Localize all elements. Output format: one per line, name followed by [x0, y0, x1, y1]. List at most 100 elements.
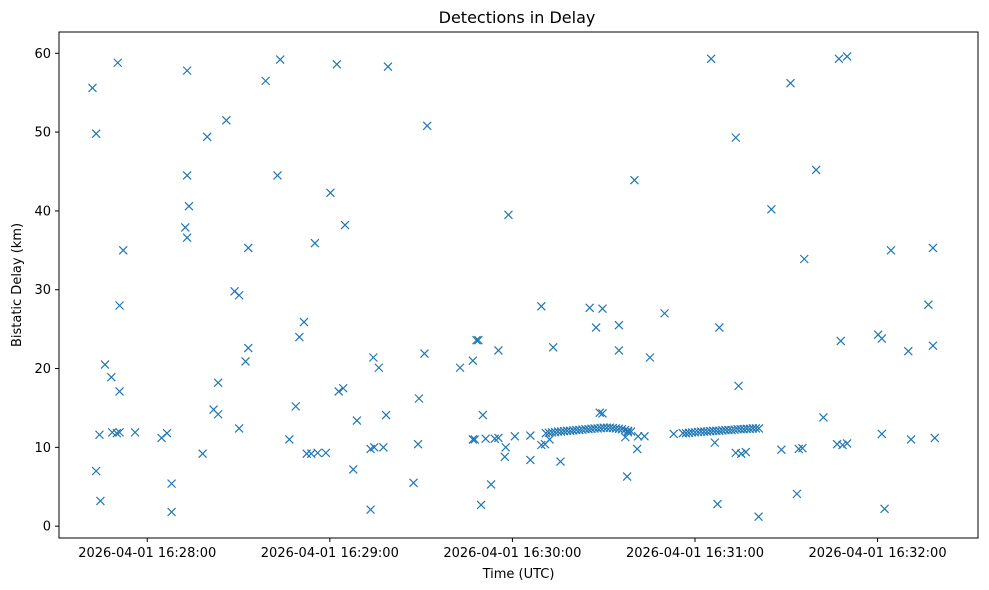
data-point-marker — [95, 430, 104, 440]
data-point-marker — [182, 171, 192, 180]
data-point-marker — [536, 301, 546, 311]
data-point-marker — [877, 429, 887, 439]
data-point-marker — [275, 55, 285, 65]
data-point-marker — [626, 427, 636, 437]
y-tick-label: 20 — [34, 362, 51, 377]
data-point-marker — [754, 512, 764, 522]
data-point-marker — [834, 54, 844, 64]
plot-area-frame — [58, 31, 979, 539]
data-point-marker — [184, 201, 194, 211]
data-point-marker — [504, 210, 513, 220]
data-point-marker — [640, 431, 649, 441]
data-point-marker — [284, 435, 294, 444]
data-point-marker — [182, 66, 192, 76]
data-point-marker — [321, 448, 331, 458]
data-point-marker — [348, 465, 358, 474]
x-tick-label: 2026-04-01 16:30:00 — [443, 546, 581, 561]
data-point-marker — [366, 505, 376, 515]
data-point-marker — [167, 507, 177, 517]
data-point-marker — [585, 303, 595, 313]
data-point-marker — [213, 409, 223, 419]
data-point-marker — [741, 447, 751, 457]
x-tick-label: 2026-04-01 16:31:00 — [626, 546, 764, 561]
y-tick-label: 40 — [34, 204, 51, 219]
data-point-marker — [706, 54, 716, 64]
data-point-marker — [836, 336, 846, 346]
data-point-marker — [468, 435, 478, 444]
data-point-marker — [180, 223, 190, 232]
data-point-marker — [202, 132, 212, 142]
data-point-marker — [669, 429, 679, 439]
data-point-marker — [713, 499, 722, 509]
data-point-marker — [294, 332, 304, 342]
data-point-marker — [91, 466, 101, 476]
x-tick-label: 2026-04-01 16:29:00 — [261, 546, 399, 561]
data-point-marker — [476, 500, 486, 510]
data-point-marker — [368, 353, 378, 362]
data-point-marker — [632, 444, 642, 454]
y-tick-label: 50 — [34, 126, 51, 141]
data-point-marker — [510, 431, 520, 441]
data-point-marker — [113, 58, 123, 68]
data-point-marker — [598, 304, 607, 314]
data-point-marker — [234, 290, 244, 300]
data-point-marker — [792, 489, 802, 499]
data-point-marker — [340, 220, 350, 230]
data-point-marker — [332, 59, 342, 69]
data-point-marker — [766, 204, 776, 214]
y-tick-label: 30 — [34, 283, 51, 298]
data-point-marker — [118, 245, 128, 255]
data-point-marker — [776, 445, 786, 455]
data-point-marker — [501, 442, 511, 452]
y-tick-label: 60 — [34, 47, 51, 62]
y-axis-label: Bistatic Delay (km) — [10, 223, 25, 347]
data-point-marker — [754, 424, 764, 433]
data-point-marker — [162, 428, 172, 438]
data-point-marker — [167, 479, 177, 489]
data-point-marker — [221, 115, 231, 125]
data-point-marker — [414, 394, 424, 403]
data-point-marker — [234, 424, 244, 433]
data-point-marker — [100, 360, 110, 370]
data-point-marker — [478, 410, 488, 420]
data-point-marker — [614, 320, 624, 330]
data-point-marker — [455, 363, 465, 373]
data-point-marker — [299, 317, 309, 327]
x-axis-label: Time (UTC) — [482, 567, 555, 582]
data-point-marker — [751, 424, 761, 433]
data-point-marker — [786, 78, 795, 88]
data-point-marker — [714, 323, 724, 332]
data-point-marker — [88, 83, 97, 93]
data-point-marker — [923, 300, 933, 310]
data-points — [88, 52, 940, 522]
data-point-marker — [106, 372, 116, 382]
data-point-marker — [472, 335, 481, 345]
data-point-marker — [493, 433, 503, 443]
data-point-marker — [374, 363, 384, 373]
data-point-marker — [383, 62, 393, 72]
x-tick-label: 2026-04-01 16:32:00 — [809, 546, 947, 561]
data-point-marker — [622, 472, 632, 481]
data-point-marker — [413, 439, 423, 449]
data-point-marker — [326, 188, 335, 198]
data-point-marker — [731, 133, 741, 143]
axis-ticks: 2026-04-01 16:28:00 2026-04-01 16:29:00 20… — [34, 47, 946, 561]
data-point-marker — [291, 401, 301, 411]
data-point-marker — [645, 353, 655, 362]
data-point-marker — [486, 479, 496, 489]
data-point-marker — [378, 442, 388, 452]
data-point-marker — [595, 408, 605, 418]
y-tick-label: 10 — [34, 441, 51, 456]
x-tick-label: 2026-04-01 16:28:00 — [78, 546, 216, 561]
data-point-marker — [313, 448, 323, 458]
data-point-marker — [906, 435, 916, 444]
data-point-marker — [633, 431, 643, 441]
data-point-marker — [422, 121, 432, 131]
data-point-marker — [310, 238, 320, 248]
data-point-marker — [213, 378, 223, 388]
data-point-marker — [591, 323, 601, 332]
data-point-marker — [500, 452, 510, 462]
data-point-marker — [842, 438, 852, 448]
data-point-marker — [261, 76, 271, 86]
